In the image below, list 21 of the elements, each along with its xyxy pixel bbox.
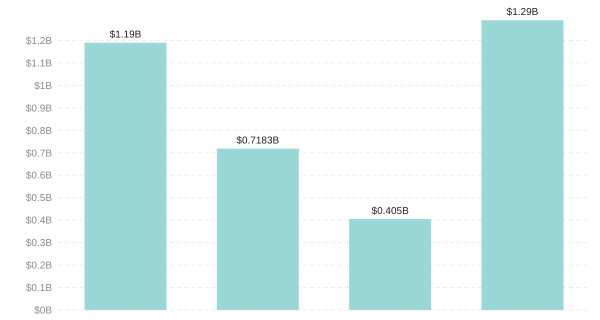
y-tick-label: $1B — [34, 80, 52, 92]
data-label: $1.19B — [110, 30, 142, 41]
y-tick-label: $0.6B — [26, 170, 52, 182]
data-label: $0.405B — [372, 206, 410, 218]
y-tick-label: $0.2B — [26, 260, 52, 272]
data-label: $1.29B — [506, 7, 539, 18]
bar — [84, 42, 167, 310]
y-tick-label: $0.3B — [26, 238, 52, 250]
bar — [481, 20, 564, 310]
y-tick-label: $0.8B — [26, 126, 52, 137]
y-tick-label: $0.5B — [26, 193, 52, 204]
bar — [216, 148, 299, 310]
y-tick-label: $0.7B — [26, 148, 52, 160]
bar — [349, 219, 432, 310]
y-tick-label: $0B — [34, 306, 52, 316]
data-label: $0.7183B — [236, 136, 280, 147]
y-tick-label: $1.2B — [26, 36, 52, 47]
y-tick-label: $0.9B — [26, 103, 52, 114]
y-tick-label: $1.1B — [26, 58, 52, 70]
y-tick-label: $0.4B — [26, 216, 52, 227]
y-tick-label: $0.1B — [26, 283, 52, 294]
